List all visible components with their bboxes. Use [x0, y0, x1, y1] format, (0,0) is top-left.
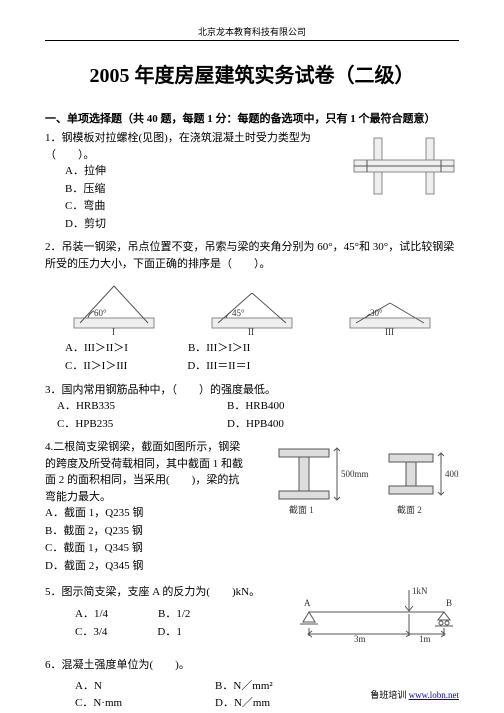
svg-text:60°: 60° — [94, 308, 107, 318]
q2-option-a: A．III＞II＞I — [65, 340, 128, 358]
q4-option-c: C．截面 1，Q345 钢 — [45, 540, 249, 558]
q3-option-a: A．HRB335 — [57, 398, 167, 416]
q1-option-b: B．压缩 — [65, 181, 339, 199]
svg-text:截面 1: 截面 1 — [289, 504, 314, 515]
q4-option-b: B．截面 2，Q235 钢 — [45, 523, 249, 541]
q4-option-a: A．截面 1，Q235 钢 — [45, 505, 249, 523]
q1-figure — [349, 130, 459, 208]
q3-option-c: C．HPB235 — [57, 416, 167, 434]
svg-text:1kN: 1kN — [412, 586, 428, 596]
q5-option-c: C．3/4 — [75, 624, 107, 642]
q1-option-c: C．弯曲 — [65, 198, 339, 216]
q4-stem: 4.二根简支梁钢梁，截面如图所示，钢梁的跨度及所受荷载相同，其中截面 1 和截面… — [45, 439, 249, 505]
q2-option-d: D．III＝II＝I — [187, 358, 250, 376]
question-5: 5．图示简支梁，支座 A 的反力为( )kN。 A．1/4 B．1/2 C．3/… — [45, 584, 459, 652]
svg-text:30°: 30° — [370, 308, 383, 318]
q3-option-b: B．HRB400 — [227, 398, 284, 416]
question-6: 6．混凝土强度单位为( )。 A．N B．N／mm² C．N·mm D．N／mm — [45, 657, 459, 713]
q3-stem: 3．国内常用钢筋品种中，（ ）的强度最低。 — [45, 382, 459, 399]
svg-text:1m: 1m — [419, 634, 431, 644]
svg-text:I: I — [112, 327, 115, 336]
svg-text:3m: 3m — [354, 634, 366, 644]
footer-text: 鲁班培训 — [370, 690, 408, 700]
q5-stem: 5．图示简支梁，支座 A 的反力为( )kN。 — [45, 584, 284, 601]
q3-option-d: D．HPB400 — [227, 416, 284, 434]
q4-figure: 500mm 截面 1 400mm 截面 2 — [259, 439, 459, 527]
q1-option-a: A．拉伸 — [65, 163, 339, 181]
q1-option-d: D．剪切 — [65, 216, 339, 234]
q5-option-a: A．1/4 — [75, 606, 108, 624]
q2-stem: 2．吊装一钢梁，吊点位置不变，吊索与梁的夹角分别为 60°，45°和 30°，试… — [45, 239, 459, 272]
svg-text:II: II — [248, 327, 254, 336]
svg-text:500mm: 500mm — [341, 469, 369, 479]
q4-option-d: D．截面 2，Q345 钢 — [45, 558, 249, 576]
svg-text:III: III — [385, 327, 394, 336]
q6-option-d: D．N／mm — [215, 695, 270, 713]
question-1: 1．钢模板对拉螺栓(见图)，在浇筑混凝土时受力类型为（ ）。 A．拉伸 B．压缩… — [45, 130, 459, 233]
q2-option-c: C．II＞I＞III — [65, 358, 127, 376]
q5-figure: A B 1kN 3m 1m — [294, 584, 459, 652]
question-2: 2．吊装一钢梁，吊点位置不变，吊索与梁的夹角分别为 60°，45°和 30°，试… — [45, 239, 459, 375]
q2-figures: 60° I 45° II 30° III — [45, 278, 459, 336]
svg-text:截面 2: 截面 2 — [397, 504, 422, 515]
q6-option-a: A．N — [75, 678, 165, 696]
svg-text:A: A — [304, 598, 311, 608]
exam-title: 2005 年度房屋建筑实务试卷（二级） — [45, 59, 459, 88]
section-1-title: 一、单项选择题（共 40 题，每题 1 分：每题的备选项中，只有 1 个最符合题… — [45, 110, 459, 126]
svg-text:B: B — [446, 598, 452, 608]
q5-option-b: B．1/2 — [158, 606, 190, 624]
svg-text:400mm: 400mm — [445, 469, 459, 479]
footer-link[interactable]: www.lobn.net — [409, 690, 459, 700]
q2-option-b: B．III＞I＞II — [188, 340, 250, 358]
q1-stem: 1．钢模板对拉螺栓(见图)，在浇筑混凝土时受力类型为（ ）。 — [45, 130, 339, 163]
q6-option-b: B．N／mm² — [215, 678, 273, 696]
question-3: 3．国内常用钢筋品种中，（ ）的强度最低。 A．HRB335 B．HRB400 … — [45, 382, 459, 434]
header-organization: 北京龙本教育科技有限公司 — [45, 25, 459, 41]
question-4: 4.二根简支梁钢梁，截面如图所示，钢梁的跨度及所受荷载相同，其中截面 1 和截面… — [45, 439, 459, 575]
footer: 鲁班培训 www.lobn.net — [370, 688, 459, 701]
q6-stem: 6．混凝土强度单位为( )。 — [45, 657, 459, 674]
q5-option-d: D．1 — [157, 624, 181, 642]
svg-text:45°: 45° — [232, 308, 245, 318]
q6-option-c: C．N·mm — [75, 695, 165, 713]
